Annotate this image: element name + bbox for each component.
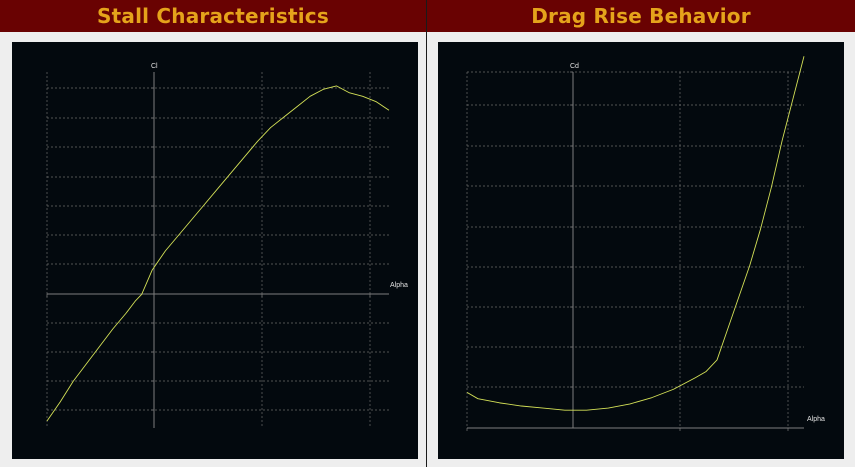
stall-characteristics-header: Stall Characteristics [0, 0, 426, 32]
y-axis-label: Cl [151, 63, 158, 70]
stall-chart-panel: Cl Alpha [0, 32, 426, 467]
cl-alpha-chart: Cl Alpha [12, 42, 418, 459]
drag-rise-behavior-title: Drag Rise Behavior [531, 4, 751, 28]
panel-divider [426, 0, 427, 467]
x-axis-label: Alpha [807, 416, 825, 423]
drag-chart-panel: Cd Alpha [427, 32, 855, 467]
cd-alpha-chart: Cd Alpha [438, 42, 844, 459]
plot-background [12, 42, 418, 459]
stall-characteristics-title: Stall Characteristics [97, 4, 329, 28]
drag-rise-behavior-header: Drag Rise Behavior [427, 0, 855, 32]
x-axis-label: Alpha [390, 282, 408, 289]
cl-curve [46, 85, 390, 422]
plot-background [438, 42, 844, 459]
y-axis-label: Cd [570, 63, 579, 70]
